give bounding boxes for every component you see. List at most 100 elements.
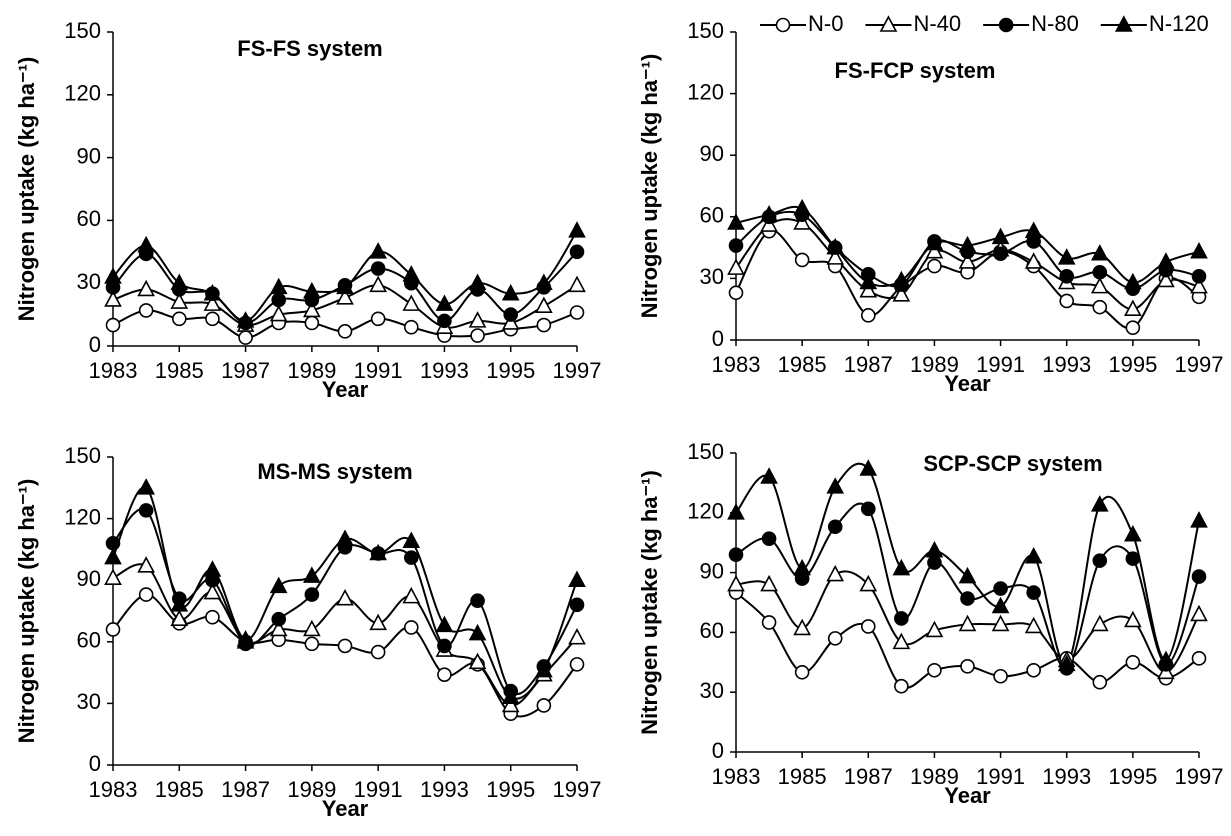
marker	[501, 695, 520, 713]
y-tick-label: 60	[77, 206, 101, 231]
panel: 0 30 60 90 120 150 1983 1985 1987 1989 1991 1993 199…	[637, 439, 1224, 808]
marker	[203, 283, 222, 301]
x-tick-label: 1983	[712, 352, 761, 377]
marker	[727, 574, 745, 592]
marker	[1157, 650, 1175, 668]
legend-label: N-80	[1031, 11, 1079, 36]
marker	[993, 581, 1008, 596]
x-tick-label: 1993	[1042, 352, 1091, 377]
marker	[760, 574, 778, 592]
marker	[437, 638, 452, 654]
y-tick-label: 0	[712, 738, 724, 763]
marker	[336, 529, 354, 546]
legend-label: N-0	[808, 11, 843, 36]
marker	[402, 531, 421, 548]
marker	[536, 317, 552, 333]
marker	[960, 658, 975, 674]
chart-title: MS-MS system	[257, 459, 412, 484]
marker	[303, 566, 321, 583]
marker	[1191, 651, 1207, 666]
y-tick-label: 30	[77, 269, 101, 294]
x-tick-label: 1991	[354, 358, 403, 383]
marker	[826, 237, 845, 255]
marker	[826, 248, 845, 265]
marker	[271, 292, 287, 308]
marker	[402, 586, 421, 604]
marker	[894, 611, 909, 626]
marker	[1124, 299, 1142, 316]
marker	[1057, 654, 1076, 672]
marker	[1090, 276, 1109, 294]
marker	[138, 303, 154, 318]
panel: 0 30 60 90 120 150 1983 1985 1987 1989 1991 1993 199…	[14, 443, 602, 821]
marker	[304, 315, 320, 331]
x-tick-label: 1987	[221, 777, 270, 802]
y-tick-label: 30	[700, 678, 724, 703]
marker	[960, 591, 975, 606]
marker	[535, 296, 553, 314]
marker	[336, 277, 354, 295]
marker	[958, 252, 977, 269]
marker	[536, 698, 552, 713]
marker	[925, 620, 944, 638]
x-tick-label: 1997	[1175, 352, 1224, 377]
marker	[137, 478, 155, 495]
marker	[1092, 264, 1108, 280]
marker	[369, 543, 387, 561]
marker	[468, 273, 487, 290]
x-tick-label: 1989	[910, 352, 959, 377]
marker	[1190, 276, 1208, 294]
marker	[568, 221, 586, 238]
chart-title: SCP-SCP system	[923, 451, 1102, 476]
marker	[236, 630, 255, 647]
marker	[303, 300, 321, 318]
marker	[203, 582, 222, 600]
marker	[171, 311, 187, 327]
marker	[303, 619, 321, 637]
x-tick-label: 1991	[976, 764, 1025, 789]
marker	[860, 501, 876, 517]
marker	[170, 273, 189, 290]
marker	[1090, 614, 1109, 632]
marker	[104, 290, 122, 307]
legend-label: N-120	[1149, 11, 1209, 36]
x-tick-label: 1989	[287, 358, 336, 383]
marker	[569, 244, 585, 260]
marker	[1090, 495, 1109, 512]
x-tick-label: 1989	[287, 777, 336, 802]
marker	[569, 305, 585, 320]
x-tick-label: 1991	[354, 777, 403, 802]
marker	[859, 459, 878, 476]
marker	[205, 609, 220, 625]
marker	[998, 17, 1014, 33]
marker	[993, 668, 1008, 684]
y-axis-label: Nitrogen uptake (kg ha⁻¹)	[14, 57, 39, 322]
marker	[269, 576, 288, 594]
marker	[470, 593, 485, 609]
y-tick-label: 0	[712, 326, 724, 351]
marker	[927, 555, 942, 570]
marker	[104, 568, 122, 585]
marker	[205, 311, 220, 327]
x-tick-label: 1993	[1042, 764, 1091, 789]
y-tick-label: 30	[77, 689, 101, 714]
marker	[925, 242, 944, 259]
marker	[238, 330, 253, 345]
marker	[892, 632, 911, 650]
marker	[859, 272, 878, 290]
marker	[859, 574, 878, 592]
marker	[1124, 525, 1142, 542]
legend-label: N-40	[913, 11, 961, 36]
marker	[170, 292, 189, 309]
marker	[1124, 272, 1142, 290]
marker	[105, 622, 121, 637]
marker	[468, 311, 487, 328]
marker	[137, 279, 155, 297]
marker	[1125, 320, 1141, 335]
marker	[337, 638, 353, 654]
marker	[138, 503, 154, 518]
marker	[437, 667, 452, 682]
marker	[402, 294, 421, 311]
marker	[370, 261, 386, 276]
